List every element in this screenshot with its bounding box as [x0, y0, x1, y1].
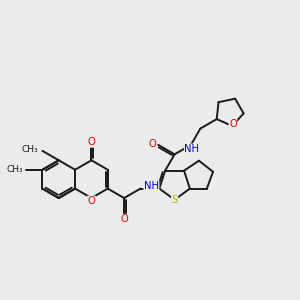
Text: O: O	[88, 196, 95, 206]
Text: O: O	[88, 137, 95, 147]
Text: O: O	[229, 119, 237, 129]
Text: S: S	[172, 195, 178, 205]
Text: CH₃: CH₃	[6, 165, 23, 174]
Text: NH: NH	[184, 144, 200, 154]
Text: O: O	[120, 214, 128, 224]
Text: O: O	[148, 139, 156, 149]
Text: CH₃: CH₃	[22, 145, 38, 154]
Text: NH: NH	[144, 181, 159, 191]
